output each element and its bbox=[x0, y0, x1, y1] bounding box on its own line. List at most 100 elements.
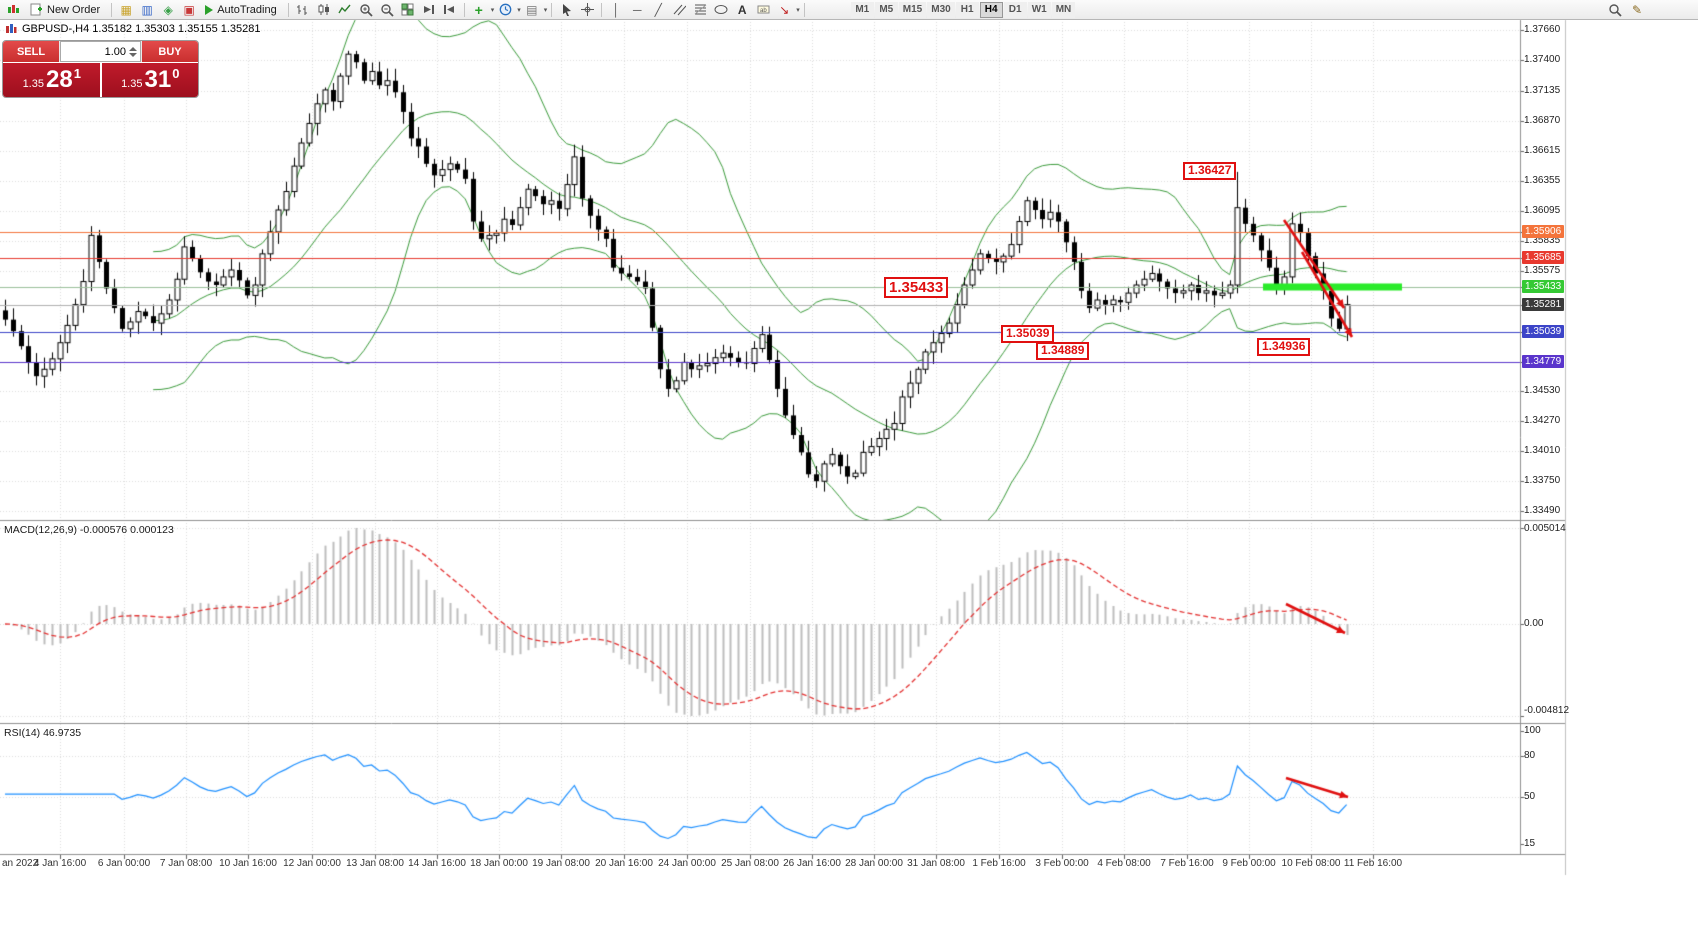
macd-label: MACD(12,26,9) -0.000576 0.000123 bbox=[4, 524, 174, 536]
price-axis-label: 1.37135 bbox=[1524, 84, 1561, 96]
time-axis-label: 13 Jan 08:00 bbox=[346, 858, 404, 869]
search-icon[interactable] bbox=[1605, 1, 1625, 18]
arrows-tool-icon[interactable]: ↘ bbox=[779, 2, 790, 17]
macd-axis-label: 0.005014 bbox=[1524, 523, 1566, 534]
price-highlight-label: 1.35281 bbox=[1522, 297, 1565, 311]
time-axis-label: 7 Feb 16:00 bbox=[1160, 858, 1214, 869]
zoom-out-icon[interactable] bbox=[377, 1, 397, 18]
price-axis-label: 1.37660 bbox=[1524, 23, 1561, 35]
buy-price-base: 1.35 bbox=[121, 78, 143, 90]
text-icon[interactable]: A bbox=[737, 2, 747, 17]
zoom-in-icon[interactable] bbox=[356, 1, 376, 18]
time-axis-label: an 2022 bbox=[2, 858, 39, 869]
price-axis-label: 1.35575 bbox=[1524, 264, 1561, 276]
buy-button[interactable]: BUY bbox=[142, 41, 198, 62]
time-axis-label: 14 Jan 16:00 bbox=[408, 858, 466, 869]
quick-edit-pencil-icon[interactable]: ✎ bbox=[1631, 2, 1643, 17]
market-watch-icon[interactable]: ▦ bbox=[120, 2, 132, 17]
candlestick-chart-icon[interactable] bbox=[314, 1, 334, 18]
cursor-icon[interactable] bbox=[556, 1, 576, 18]
price-highlight-label: 1.35039 bbox=[1522, 325, 1565, 339]
timeframe-group: M1 M5 M15 M30 H1 H4 D1 W1 MN bbox=[850, 1, 1076, 18]
time-axis-label: 20 Jan 16:00 bbox=[595, 858, 653, 869]
horizontal-line-icon[interactable]: ─ bbox=[633, 2, 642, 17]
sell-button[interactable]: SELL bbox=[3, 41, 59, 62]
templates-icon[interactable]: ▤ bbox=[526, 2, 538, 17]
shapes-icon[interactable] bbox=[711, 1, 731, 18]
price-annotation[interactable]: 1.34936 bbox=[1257, 338, 1311, 356]
price-axis-label: 1.33490 bbox=[1524, 505, 1561, 517]
chart-window-icon[interactable] bbox=[3, 1, 23, 18]
timeframe-m1-button[interactable]: M1 bbox=[850, 1, 874, 18]
buy-price[interactable]: 1.35 31 0 bbox=[101, 63, 198, 97]
price-annotation[interactable]: 1.35039 bbox=[1001, 325, 1055, 343]
timeframe-mn-button[interactable]: MN bbox=[1051, 1, 1076, 18]
time-axis-label: 25 Jan 08:00 bbox=[721, 858, 779, 869]
fibonacci-icon[interactable] bbox=[690, 1, 710, 18]
rsi-axis-label: 15 bbox=[1524, 838, 1536, 850]
crosshair-icon[interactable] bbox=[577, 1, 597, 18]
rsi-axis-label: 100 bbox=[1524, 725, 1541, 736]
navigator-icon[interactable]: ◈ bbox=[163, 2, 173, 17]
time-axis-label: 10 Feb 08:00 bbox=[1281, 858, 1341, 869]
price-annotation[interactable]: 1.35433 bbox=[884, 277, 949, 299]
data-window-icon[interactable]: ▥ bbox=[141, 2, 153, 17]
timeframe-d1-button[interactable]: D1 bbox=[1003, 1, 1027, 18]
price-axis-label: 1.36355 bbox=[1524, 174, 1561, 186]
time-axis-label: 10 Jan 16:00 bbox=[219, 858, 277, 869]
periods-icon[interactable] bbox=[495, 1, 515, 18]
channel-icon[interactable] bbox=[669, 1, 689, 18]
time-axis-label: 4 Feb 08:00 bbox=[1097, 858, 1151, 869]
timeframe-m30-button[interactable]: M30 bbox=[927, 1, 955, 18]
text-label-icon[interactable]: ab bbox=[753, 1, 773, 18]
line-chart-icon[interactable] bbox=[335, 1, 355, 18]
trendline-icon[interactable]: ╱ bbox=[654, 2, 662, 17]
auto-scroll-icon[interactable] bbox=[419, 1, 439, 18]
price-axis-label: 1.37400 bbox=[1524, 53, 1561, 65]
timeframe-h4-button[interactable]: H4 bbox=[979, 1, 1003, 18]
indicators-icon[interactable]: + bbox=[474, 1, 483, 18]
autotrading-button[interactable]: AutoTrading bbox=[200, 1, 284, 19]
periods-caret-icon[interactable]: ▾ bbox=[517, 6, 521, 14]
timeframe-w1-button[interactable]: W1 bbox=[1027, 1, 1051, 18]
price-highlight-label: 1.34779 bbox=[1522, 355, 1565, 369]
chart-shift-icon[interactable] bbox=[440, 1, 460, 18]
price-axis-label: 1.34270 bbox=[1524, 415, 1561, 427]
toolbar-separator bbox=[111, 2, 113, 17]
price-highlight-label: 1.35685 bbox=[1522, 250, 1565, 264]
price-axis-label: 1.35835 bbox=[1524, 234, 1561, 246]
timeframe-m5-button[interactable]: M5 bbox=[874, 1, 898, 18]
arrows-tool-caret-icon[interactable]: ▾ bbox=[796, 6, 800, 14]
price-axis-label: 1.36095 bbox=[1524, 204, 1561, 216]
time-axis-label: 28 Jan 00:00 bbox=[845, 858, 903, 869]
volume-stepper[interactable]: 1.00 bbox=[60, 41, 141, 62]
buy-price-point: 0 bbox=[172, 65, 180, 81]
tile-windows-icon[interactable] bbox=[398, 1, 418, 18]
indicators-caret-icon[interactable]: ▾ bbox=[490, 6, 495, 14]
volume-spinner-icons[interactable] bbox=[129, 46, 138, 57]
timeframe-m15-button[interactable]: M15 bbox=[898, 1, 927, 18]
templates-caret-icon[interactable]: ▾ bbox=[543, 6, 548, 14]
sell-price[interactable]: 1.35 28 1 bbox=[3, 63, 100, 97]
price-annotation[interactable]: 1.36427 bbox=[1183, 162, 1237, 180]
price-axis-label: 1.33750 bbox=[1524, 475, 1561, 487]
vertical-line-icon[interactable]: │ bbox=[612, 2, 621, 17]
new-order-button[interactable]: New Order bbox=[24, 1, 107, 19]
time-axis-label: 26 Jan 16:00 bbox=[783, 858, 841, 869]
autotrading-label: AutoTrading bbox=[217, 3, 277, 16]
symbol-chart-icon bbox=[6, 24, 17, 33]
spinner-down-icon[interactable] bbox=[129, 52, 137, 57]
time-axis-label: 9 Feb 00:00 bbox=[1222, 858, 1276, 869]
price-axis-label: 1.34010 bbox=[1524, 445, 1561, 457]
toolbar-separator bbox=[803, 2, 805, 17]
volume-value[interactable]: 1.00 bbox=[104, 45, 126, 58]
toolbar-separator bbox=[287, 2, 289, 17]
toolbar-right-group: ✎ bbox=[1605, 1, 1647, 18]
time-axis-label: 6 Jan 00:00 bbox=[97, 858, 151, 869]
spinner-up-icon[interactable] bbox=[129, 46, 137, 51]
terminal-icon[interactable]: ▣ bbox=[183, 2, 195, 17]
price-annotation[interactable]: 1.34889 bbox=[1036, 342, 1090, 360]
bar-chart-icon[interactable] bbox=[293, 1, 313, 18]
timeframe-h1-button[interactable]: H1 bbox=[955, 1, 979, 18]
